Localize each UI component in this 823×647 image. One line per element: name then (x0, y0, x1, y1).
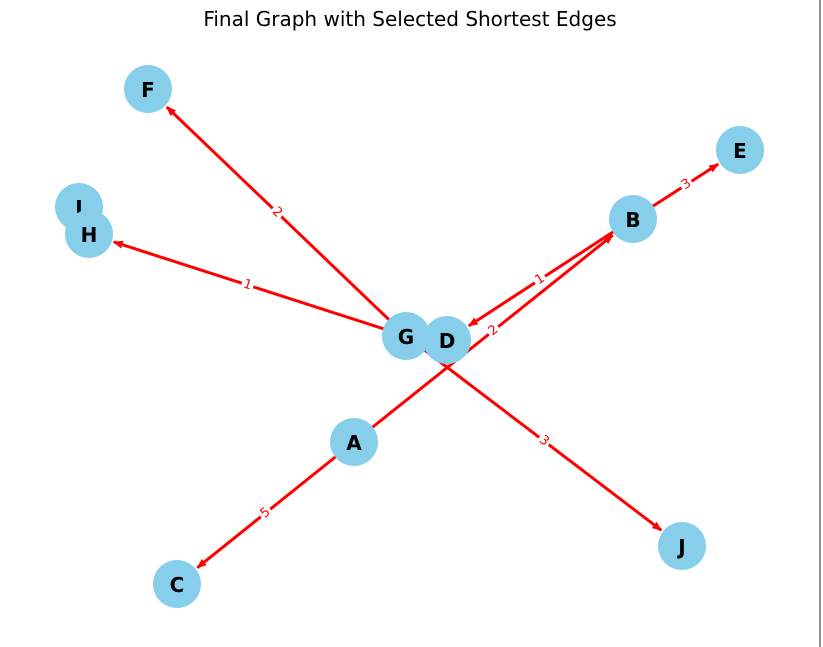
node-label: H (81, 223, 98, 247)
node-circle (330, 418, 378, 466)
node-label: E (733, 139, 747, 163)
node-label: G (398, 325, 414, 349)
edge-weight-G-J: 3 (534, 431, 554, 451)
edge-weight-A-C: 5 (255, 503, 276, 523)
edge-weight-background (677, 174, 696, 195)
node-circle (382, 312, 430, 360)
edge-weight-background (530, 269, 550, 290)
node-label: D (439, 329, 456, 353)
node-A: A (330, 418, 378, 466)
edge-G-F (165, 105, 408, 338)
node-circle (716, 126, 764, 174)
edge-weights-layer: 2 5 3 1 2 1 3 (239, 174, 696, 523)
edges-layer (112, 105, 719, 569)
edge-weight-B-D: 1 (530, 269, 550, 290)
node-label: F (141, 78, 155, 102)
nodes-layer: IH F E B A C J G D (55, 65, 764, 608)
node-label: C (170, 573, 185, 597)
node-circle (65, 210, 113, 258)
edge-weight-background (534, 431, 554, 451)
node-G: G (382, 312, 430, 360)
node-circle (658, 522, 706, 570)
node-circle (124, 65, 172, 113)
node-label: B (625, 208, 640, 232)
edge-A-C (196, 440, 355, 569)
node-label: I (75, 196, 82, 220)
edge-weight-background (255, 503, 276, 523)
node-circle (423, 316, 471, 364)
graph-title: Final Graph with Selected Shortest Edges (203, 7, 616, 31)
node-circle (153, 560, 201, 608)
edge-weight-G-H: 1 (239, 275, 256, 295)
edge-weight-A-B: 2 (483, 320, 504, 341)
node-label: J (676, 535, 685, 559)
edge-weight-background (239, 275, 256, 295)
edge-B-D (467, 217, 634, 328)
node-E: E (716, 126, 764, 174)
edge-weight-G-F: 2 (267, 202, 287, 223)
edge-weight-B-E: 3 (677, 174, 696, 195)
edge-weight-background (483, 320, 504, 341)
node-C: C (153, 560, 201, 608)
node-J: J (658, 522, 706, 570)
node-H: H (65, 210, 113, 258)
node-B: B (609, 195, 657, 243)
edge-weight-background (267, 202, 287, 223)
edge-G-J (405, 334, 663, 532)
node-label: A (346, 431, 362, 455)
node-circle (609, 195, 657, 243)
edge-G-H (112, 240, 407, 338)
node-D: D (423, 316, 471, 364)
node-F: F (124, 65, 172, 113)
edge-A-B (353, 234, 614, 444)
